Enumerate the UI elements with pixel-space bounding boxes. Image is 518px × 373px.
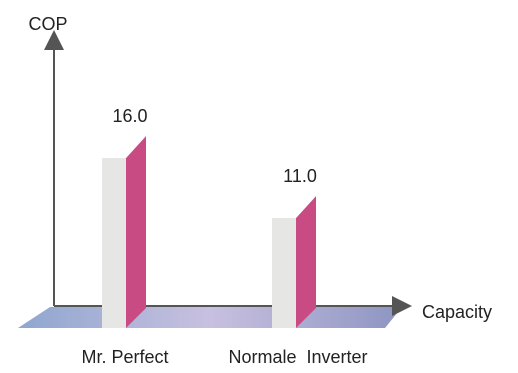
bar-side-2: [296, 196, 316, 328]
x-axis-label: Capacity: [422, 302, 492, 322]
bar-value-label-1: 16.0: [112, 106, 147, 126]
y-axis-label: COP: [28, 14, 67, 34]
bar-2: [272, 218, 296, 328]
bar-value-label-2: 11.0: [283, 166, 317, 186]
chart-floor: [18, 307, 402, 328]
bar-top-2: [272, 196, 316, 218]
category-label-1: Mr. Perfect: [81, 347, 168, 367]
bar-series: 16.0 Mr. Perfect 11.0 Normale Inverter: [81, 106, 367, 367]
bar-side-1: [126, 136, 146, 328]
bar-top-1: [102, 136, 146, 158]
category-label-2: Normale Inverter: [228, 347, 367, 367]
bar-1: [102, 158, 126, 328]
